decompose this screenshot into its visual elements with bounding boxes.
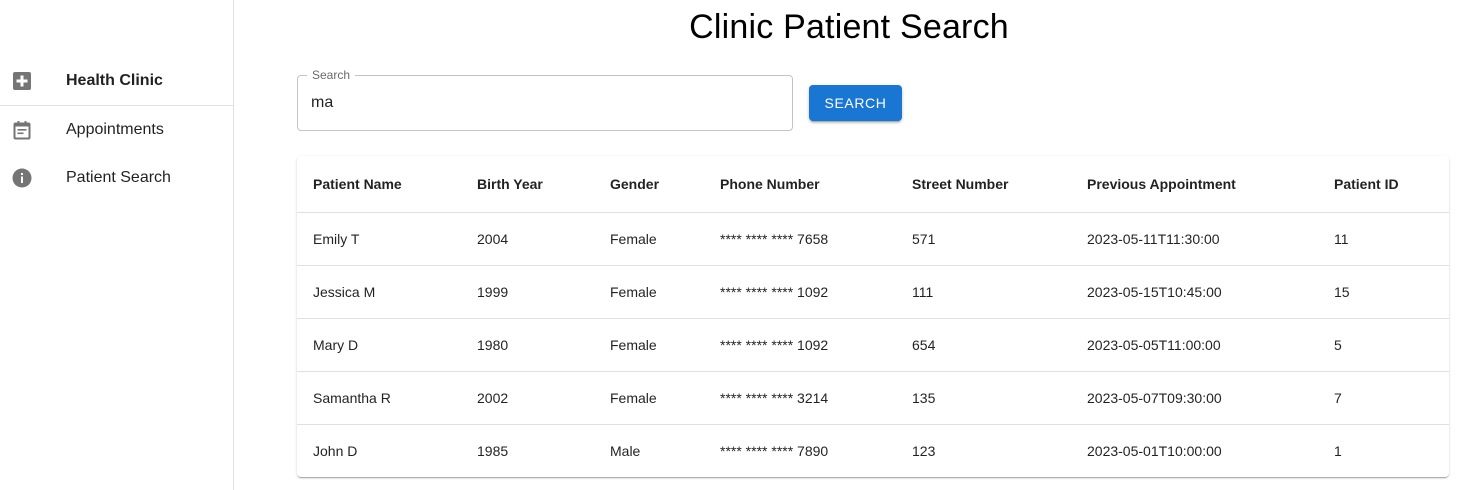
cell-street-number: 123: [912, 442, 936, 459]
cell-patient-id: 15: [1318, 265, 1449, 319]
cell-patient-id: 11: [1318, 212, 1449, 266]
cell-patient-id: 1: [1334, 442, 1342, 459]
cell-patient-id: 5: [1318, 318, 1449, 372]
cell-previous-appointment: 2023-05-07T09:30:00: [1071, 371, 1318, 425]
sidebar-item-patient-search[interactable]: Patient Search: [0, 154, 233, 202]
header-street-number: Street Number: [896, 156, 1071, 213]
cell-gender: Female: [594, 212, 704, 266]
sidebar-brand[interactable]: Health Clinic: [0, 57, 233, 105]
cell-patient-name: John D: [313, 442, 358, 459]
cell-gender: Female: [594, 265, 704, 319]
calendar-icon: [12, 120, 32, 140]
sidebar-divider: [0, 105, 233, 106]
header-phone-number: Phone Number: [704, 156, 896, 213]
sidebar-item-label: Appointments: [66, 121, 164, 138]
cell-birth-year: 2002: [461, 371, 594, 425]
cell-phone-number: **** **** **** 7658: [704, 212, 896, 266]
cell-street-number: 654: [896, 318, 1071, 372]
cell-patient-name: Jessica M: [297, 265, 461, 319]
table-header-row: Patient Name Birth Year Gender Phone Num…: [297, 156, 1449, 213]
table-row[interactable]: Emily T 2004 Female **** **** **** 7658 …: [297, 212, 1449, 266]
search-label: Search: [307, 68, 356, 82]
cell-gender: Female: [594, 371, 704, 425]
cell-phone-number: **** **** **** 1092: [704, 265, 896, 319]
sidebar-brand-label: Health Clinic: [66, 72, 163, 89]
header-patient-name: Patient Name: [297, 156, 461, 213]
plus-box-icon: [12, 71, 32, 91]
cell-street-number: 111: [896, 265, 1071, 319]
cell-phone-number: **** **** **** 3214: [704, 371, 896, 425]
header-previous-appointment: Previous Appointment: [1071, 156, 1318, 213]
cell-previous-appointment: 2023-05-05T11:00:00: [1071, 318, 1318, 372]
sidebar-item-label: Patient Search: [66, 169, 171, 186]
info-icon: [12, 168, 32, 188]
table-row[interactable]: John D 1985 Male **** **** **** 7890 123…: [297, 424, 1449, 477]
page-title: Clinic Patient Search: [689, 8, 1009, 46]
search-input[interactable]: [311, 93, 771, 113]
cell-patient-name: Mary D: [297, 318, 461, 372]
cell-birth-year: 1999: [461, 265, 594, 319]
patient-table: Patient Name Birth Year Gender Phone Num…: [297, 156, 1449, 477]
cell-phone-number: **** **** **** 1092: [704, 318, 896, 372]
search-button[interactable]: SEARCH: [809, 85, 902, 121]
cell-patient-name: Samantha R: [297, 371, 461, 425]
cell-previous-appointment: 2023-05-01T10:00:00: [1087, 442, 1222, 459]
table-row[interactable]: Jessica M 1999 Female **** **** **** 109…: [297, 265, 1449, 319]
cell-street-number: 135: [896, 371, 1071, 425]
search-field[interactable]: Search: [297, 68, 793, 131]
sidebar-drawer: Health Clinic Appointments Patient Searc…: [0, 0, 234, 490]
sidebar-item-appointments[interactable]: Appointments: [0, 106, 233, 154]
header-birth-year: Birth Year: [461, 156, 594, 213]
cell-gender: Male: [610, 442, 641, 459]
cell-birth-year: 1985: [477, 442, 509, 459]
cell-phone-number: **** **** **** 7890: [720, 442, 829, 459]
cell-street-number: 571: [896, 212, 1071, 266]
cell-patient-id: 7: [1318, 371, 1449, 425]
header-gender: Gender: [594, 156, 704, 213]
cell-previous-appointment: 2023-05-11T11:30:00: [1071, 212, 1318, 266]
cell-birth-year: 1980: [461, 318, 594, 372]
cell-previous-appointment: 2023-05-15T10:45:00: [1071, 265, 1318, 319]
header-patient-id: Patient ID: [1318, 156, 1449, 213]
cell-birth-year: 2004: [461, 212, 594, 266]
table-row[interactable]: Mary D 1980 Female **** **** **** 1092 6…: [297, 318, 1449, 372]
table-row[interactable]: Samantha R 2002 Female **** **** **** 32…: [297, 371, 1449, 425]
cell-patient-name: Emily T: [297, 212, 461, 266]
cell-gender: Female: [594, 318, 704, 372]
